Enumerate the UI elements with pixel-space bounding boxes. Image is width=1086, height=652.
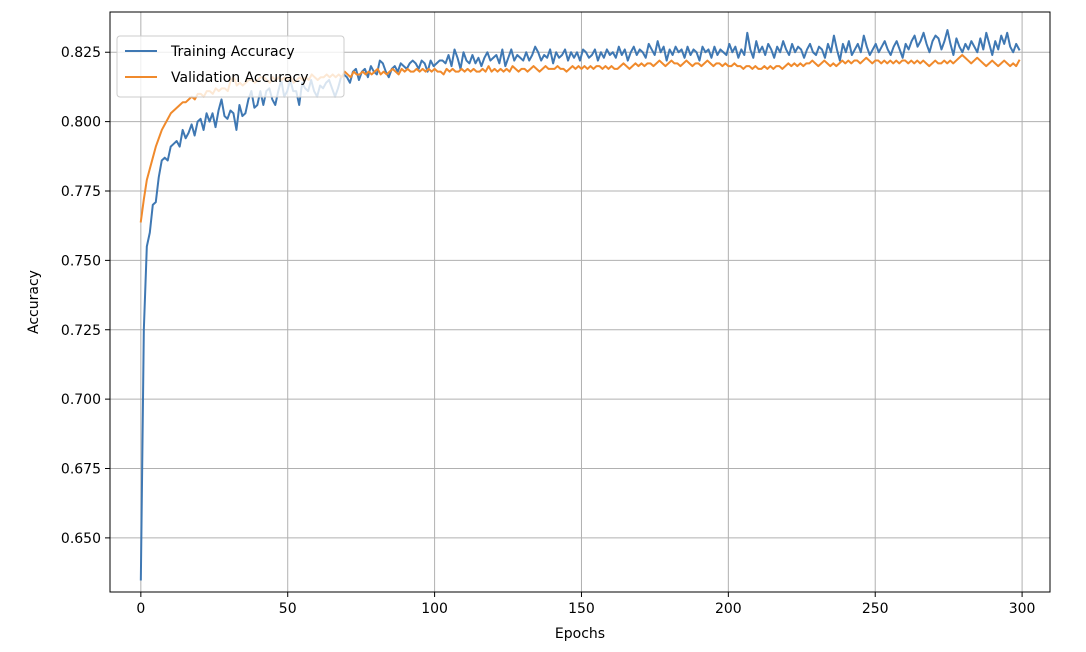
x-tick-label: 250 [862,601,889,617]
x-tick-label: 50 [279,601,297,617]
x-tick-label: 0 [136,601,145,617]
x-tick-label: 100 [421,601,448,617]
x-tick-label: 300 [1009,601,1036,617]
y-tick-label: 0.700 [61,392,101,408]
x-tick-label: 200 [715,601,742,617]
x-axis-label: Epochs [555,626,605,642]
legend-label-training: Training Accuracy [170,44,295,60]
x-tick-label: 150 [568,601,595,617]
y-tick-label: 0.650 [61,531,101,547]
y-tick-label: 0.825 [61,45,101,61]
plot-frame [109,11,1051,593]
legend-label-validation: Validation Accuracy [171,70,309,86]
y-tick-label: 0.675 [61,462,101,478]
legend: Training Accuracy Validation Accuracy [116,35,345,98]
ticks: 0 50 100 150 200 250 300 0.650 0.675 0.700 0.725 0.… [61,45,1036,617]
grid [110,12,1050,592]
y-tick-label: 0.800 [61,115,101,131]
legend-box [116,35,345,98]
y-axis-label: Accuracy [26,270,42,334]
y-tick-label: 0.775 [61,184,101,200]
y-tick-label: 0.725 [61,323,101,339]
y-tick-label: 0.750 [61,253,101,269]
